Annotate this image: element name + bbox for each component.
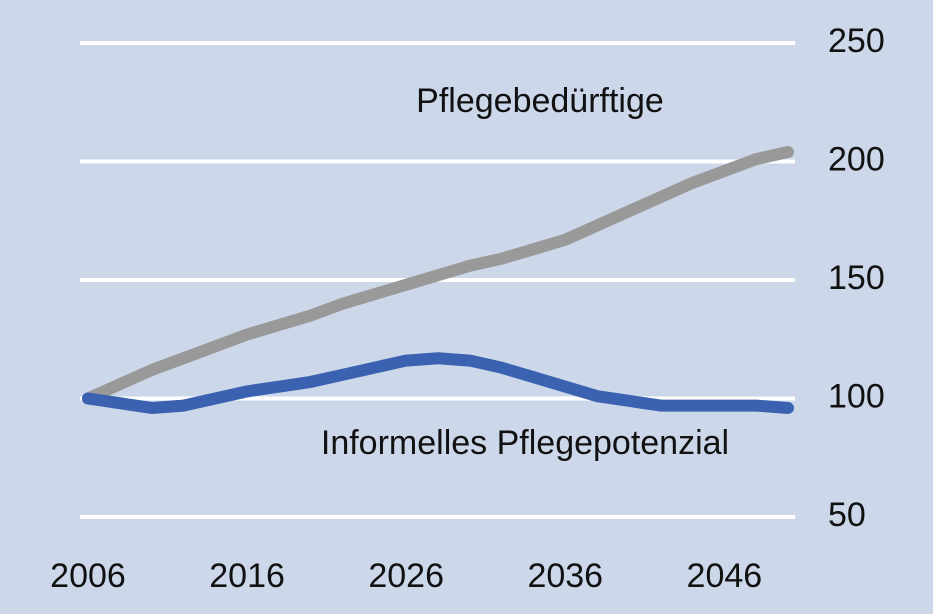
series-label: Pflegebedürftige [416,82,664,120]
y-tick-label: 200 [828,140,885,178]
x-tick-label: 2036 [527,557,603,595]
y-tick-label: 50 [828,496,866,534]
x-tick-label: 2016 [209,557,285,595]
series-line [82,146,794,405]
x-tick-label: 2006 [50,557,126,595]
x-tick-label: 2046 [687,557,763,595]
y-tick-label: 250 [828,22,885,60]
x-tick-label: 2026 [368,557,444,595]
series-label: Informelles Pflegepotenzial [321,424,729,462]
y-tick-label: 100 [828,377,885,415]
y-tick-label: 150 [828,259,885,297]
series-line [82,352,794,414]
